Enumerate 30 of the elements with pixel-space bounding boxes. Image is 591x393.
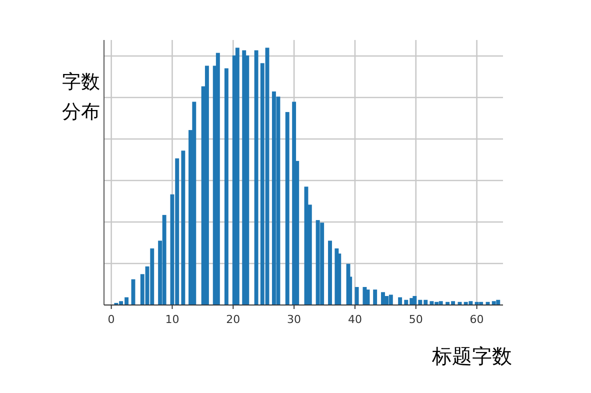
bar <box>162 214 166 305</box>
bar <box>216 52 220 305</box>
x-tick-label: 20 <box>226 313 240 326</box>
bar <box>254 50 258 305</box>
bar <box>224 68 228 305</box>
x-tick-label: 0 <box>108 313 115 326</box>
x-tick-label: 60 <box>470 313 484 326</box>
x-tick-label: 40 <box>348 313 362 326</box>
bar <box>235 48 240 305</box>
bar <box>285 112 290 305</box>
bar <box>316 220 320 305</box>
bar <box>388 294 393 305</box>
x-tick-label: 10 <box>165 313 180 326</box>
bar <box>204 66 209 305</box>
bar <box>492 301 496 305</box>
bar <box>354 286 359 305</box>
bar <box>328 240 332 305</box>
x-axis-title: 标题字数 <box>431 344 512 368</box>
x-tick-label: 30 <box>287 313 302 326</box>
bar <box>192 102 196 305</box>
bar <box>384 296 389 305</box>
bar <box>181 150 186 305</box>
bar <box>398 297 402 305</box>
bar <box>438 301 443 305</box>
y-axis-title: 字数分布 <box>62 71 100 123</box>
bar <box>381 292 385 305</box>
x-tick-label: 50 <box>408 313 423 326</box>
bar <box>272 91 276 305</box>
bar <box>373 290 378 305</box>
bar <box>320 222 324 305</box>
